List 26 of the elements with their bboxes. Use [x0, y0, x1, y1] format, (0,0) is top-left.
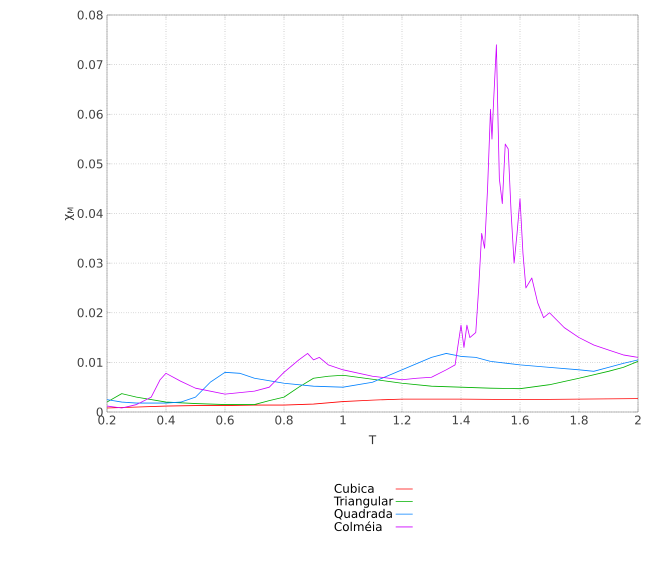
y-tick-label: 0.02	[78, 308, 102, 318]
y-tick-label: 0.08	[78, 10, 103, 20]
x-tick-label: 1.6	[512, 416, 529, 425]
legend-label: Cubica	[334, 484, 374, 493]
y-tick-label: 0.04	[78, 208, 103, 218]
y-tick-label: 0	[96, 407, 103, 417]
x-tick-label: 0.6	[216, 416, 234, 425]
y-tick-label: 0.01	[78, 358, 102, 367]
y-tick-label: 0.05	[78, 159, 102, 168]
x-tick-label: 1.4	[452, 416, 470, 424]
x-tick-label: 0.8	[275, 416, 293, 425]
x-axis-title: T	[368, 435, 376, 444]
y-tick-label: 0.07	[78, 60, 102, 70]
y-axis-title: χ$_{M}$	[64, 208, 74, 220]
x-tick-label: 0.2	[98, 416, 116, 425]
y-tick-label: 0.06	[78, 110, 103, 119]
legend-label: Quadrada	[334, 508, 392, 520]
legend-label: Triangular	[334, 496, 394, 508]
x-tick-label: 2	[635, 416, 641, 424]
x-tick-label: 0.4	[157, 416, 175, 425]
line-series	[107, 44, 638, 408]
legend-label: Colméia	[334, 521, 382, 532]
x-tick-label: 1	[340, 416, 346, 424]
y-tick-label: 0.03	[78, 258, 103, 268]
x-tick-label: 1.2	[394, 416, 410, 424]
x-tick-label: 1.8	[570, 416, 588, 425]
